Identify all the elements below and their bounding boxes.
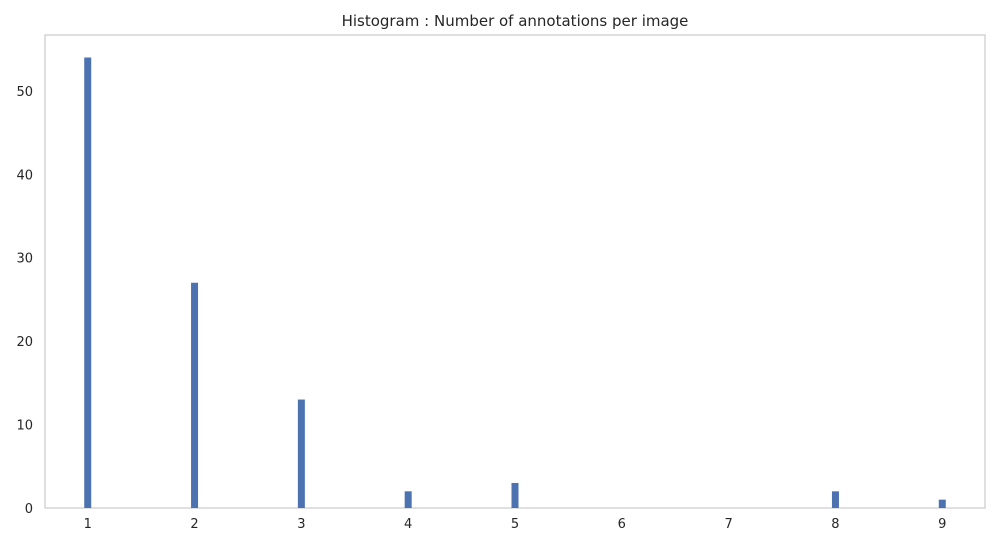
x-tick-label: 9 bbox=[938, 517, 946, 532]
bar-5 bbox=[511, 482, 519, 508]
x-axis-ticks: 1 2 3 4 5 6 7 8 9 bbox=[84, 517, 947, 532]
bar-3 bbox=[297, 399, 305, 508]
bar-2 bbox=[191, 282, 199, 508]
y-tick-label: 30 bbox=[16, 252, 33, 267]
y-tick-label: 50 bbox=[16, 85, 33, 100]
x-tick-label: 4 bbox=[404, 517, 412, 532]
bar-4 bbox=[404, 491, 412, 508]
plot-frame bbox=[44, 34, 986, 509]
y-axis-ticks: 0 10 20 30 40 50 bbox=[16, 85, 33, 517]
y-tick-label: 40 bbox=[16, 168, 33, 183]
x-tick-label: 1 bbox=[84, 517, 92, 532]
bar-9 bbox=[938, 499, 946, 508]
bars-group bbox=[84, 57, 946, 509]
x-tick-label: 7 bbox=[724, 517, 732, 532]
x-tick-label: 2 bbox=[190, 517, 198, 532]
bar-8 bbox=[831, 491, 839, 508]
y-tick-label: 20 bbox=[16, 335, 33, 350]
y-tick-label: 10 bbox=[16, 419, 33, 434]
x-tick-label: 3 bbox=[297, 517, 305, 532]
x-tick-label: 5 bbox=[511, 517, 519, 532]
x-tick-label: 6 bbox=[618, 517, 626, 532]
chart-title: Histogram : Number of annotations per im… bbox=[342, 12, 689, 30]
bar-1 bbox=[84, 57, 92, 509]
x-tick-label: 8 bbox=[831, 517, 839, 532]
y-tick-label: 0 bbox=[25, 502, 33, 517]
